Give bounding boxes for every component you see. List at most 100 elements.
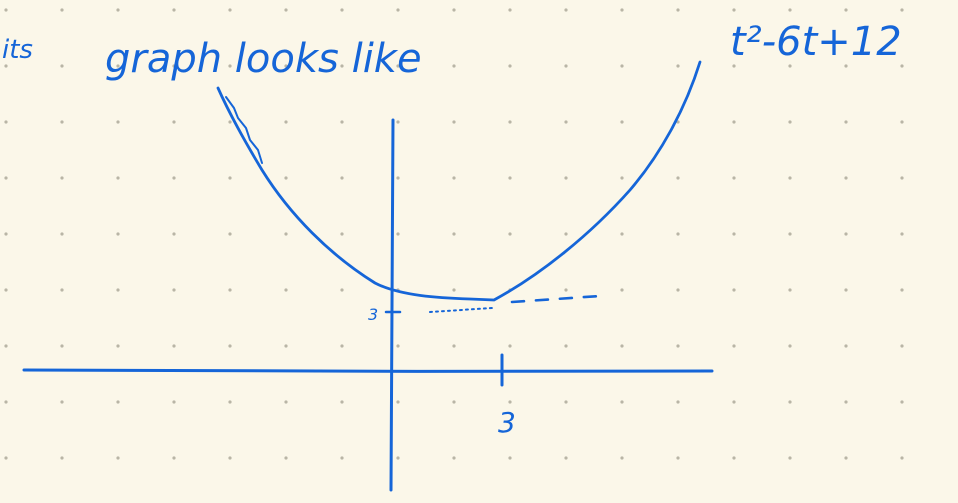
grid-dot [284,288,288,292]
grid-dot [732,288,736,292]
grid-dot [676,400,680,404]
grid-dot [676,8,680,12]
grid-dot [172,456,176,460]
grid-dot [452,64,456,68]
grid-dot [340,232,344,236]
grid-dot [900,456,904,460]
grid-dot [116,8,120,12]
grid-dot [116,456,120,460]
grid-dot [844,8,848,12]
grid-dot [228,232,232,236]
grid-dot [60,344,64,348]
grid-dot [676,288,680,292]
grid-dot [900,176,904,180]
grid-dot [508,232,512,236]
grid-dot [844,176,848,180]
grid-dot [284,8,288,12]
grid-dot [228,344,232,348]
grid-dot [60,456,64,460]
grid-dot [116,288,120,292]
grid-dot [676,64,680,68]
grid-dot [844,232,848,236]
grid-dot [900,400,904,404]
grid-dot [396,120,400,124]
grid-dot [900,64,904,68]
grid-dot [564,232,568,236]
grid-dot [508,120,512,124]
grid-dot [452,400,456,404]
grid-dot [788,344,792,348]
grid-dot [844,64,848,68]
grid-dot [228,8,232,12]
grid-dot [732,64,736,68]
grid-dot [620,64,624,68]
grid-dot [396,456,400,460]
curve-wiggle [225,96,263,164]
y-axis [389,118,395,492]
grid-dot [564,8,568,12]
grid-dot [396,64,400,68]
grid-dot [284,344,288,348]
grid-dot [284,120,288,124]
grid-dot [340,344,344,348]
grid-dot [396,344,400,348]
grid-dot [508,344,512,348]
grid-dot [564,344,568,348]
grid-dot [396,400,400,404]
grid-dot [900,232,904,236]
grid-dot [452,232,456,236]
grid-dot [172,176,176,180]
grid-dot [60,8,64,12]
grid-dot [676,456,680,460]
grid-dot [4,344,8,348]
grid-dot [620,288,624,292]
grid-dot [508,8,512,12]
dot-grid [4,8,904,460]
grid-dot [60,232,64,236]
grid-dot [172,232,176,236]
grid-dot [676,344,680,348]
grid-dot [732,456,736,460]
grid-dot [172,400,176,404]
grid-dot [452,120,456,124]
function-expression: t²-6t+12 [730,19,902,65]
grid-dot [228,288,232,292]
minimum-dashed-line [510,294,602,304]
grid-dot [620,456,624,460]
parabola-curve [216,60,702,302]
grid-dot [732,176,736,180]
grid-dot [340,64,344,68]
grid-dot [396,232,400,236]
grid-dot [60,120,64,124]
grid-dot [676,176,680,180]
grid-dot [732,232,736,236]
grid-dot [340,176,344,180]
x-axis-label-3: 3 [498,406,516,439]
grid-dot [116,64,120,68]
grid-dot [4,232,8,236]
grid-dot [60,288,64,292]
grid-dot [172,8,176,12]
grid-dot [788,8,792,12]
grid-dot [900,120,904,124]
grid-dot [844,400,848,404]
grid-dot [228,176,232,180]
grid-dot [508,456,512,460]
vertex-guide-dotted [429,307,493,313]
grid-dot [116,232,120,236]
grid-dot [564,288,568,292]
grid-dot [284,176,288,180]
grid-dot [900,8,904,12]
grid-dot [172,64,176,68]
grid-dot [60,176,64,180]
grid-dot [116,176,120,180]
grid-dot [4,64,8,68]
grid-dot [900,288,904,292]
grid-dot [172,288,176,292]
grid-dot [284,64,288,68]
grid-dot [564,456,568,460]
grid-dot [172,344,176,348]
grid-dot [452,176,456,180]
